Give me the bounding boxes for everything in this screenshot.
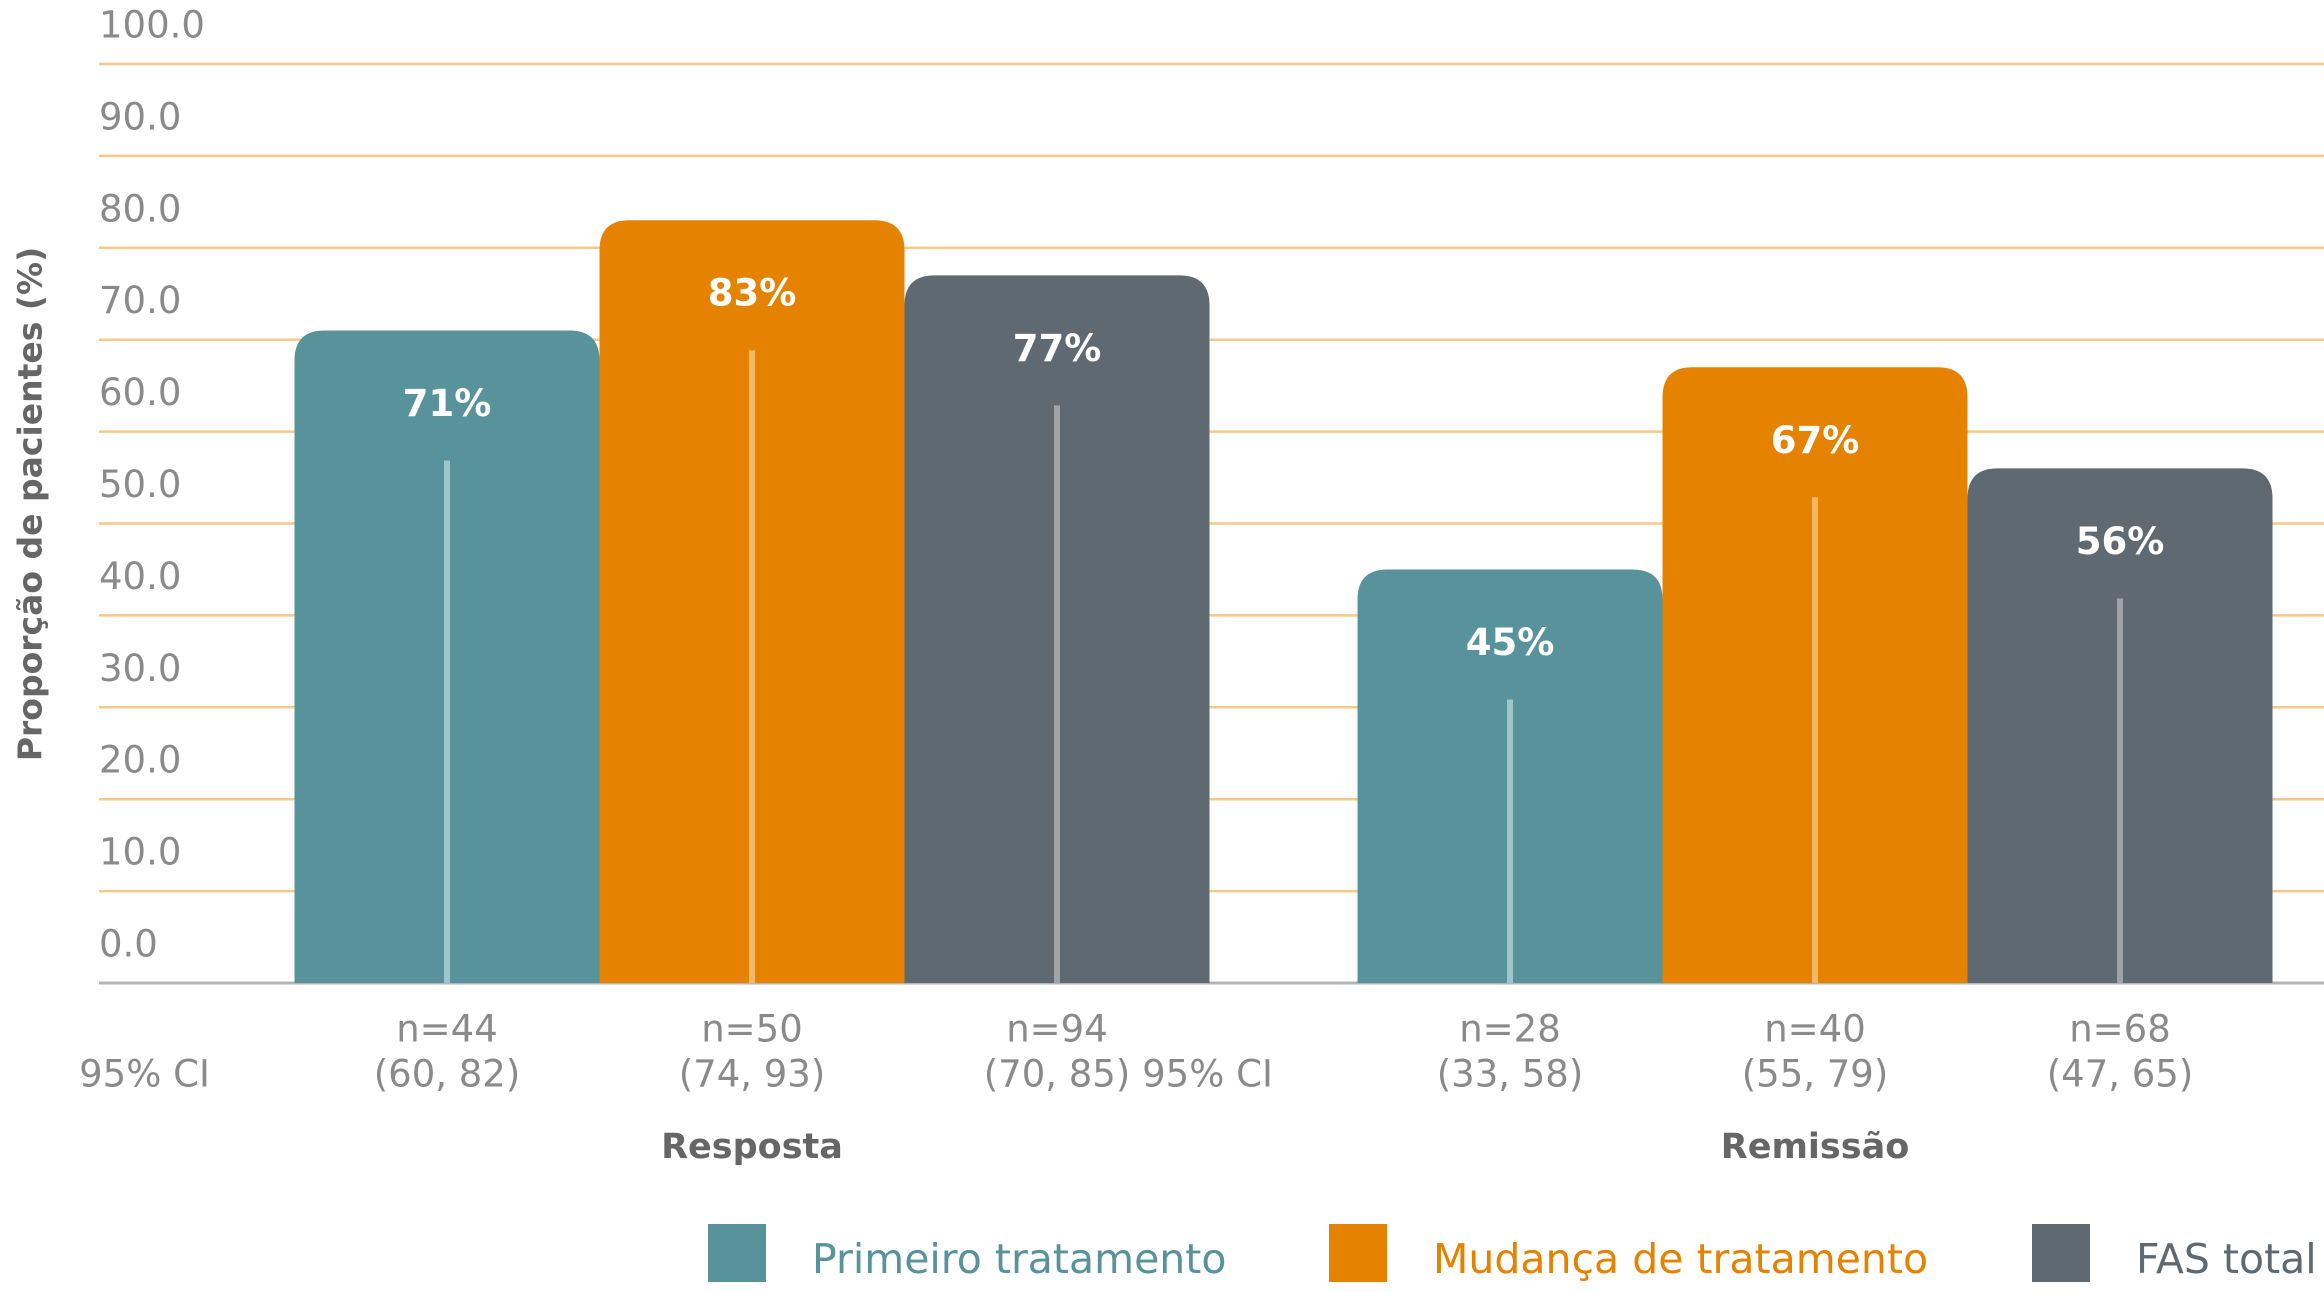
ci-value: (47, 65) — [2047, 1053, 2194, 1096]
y-tick-label: 90.0 — [99, 95, 181, 138]
y-tick-label: 70.0 — [99, 279, 181, 322]
legend-label: FAS total — [2136, 1235, 2317, 1283]
y-tick-label: 0.0 — [99, 923, 158, 966]
n-label: n=68 — [2069, 1008, 2171, 1051]
y-tick-label: 40.0 — [99, 555, 181, 598]
value-label: 77% — [1013, 327, 1102, 370]
legend-label: Mudança de tratamento — [1433, 1235, 1928, 1283]
ci-label: 95% CI — [79, 1053, 210, 1096]
value-label: 56% — [2076, 520, 2165, 563]
y-tick-label: 100.0 — [99, 4, 205, 47]
n-label: n=44 — [396, 1008, 498, 1051]
legend-swatch — [2032, 1224, 2090, 1282]
ci-value: (33, 58) — [1437, 1053, 1584, 1096]
category-label: Remissão — [1721, 1127, 1909, 1167]
ci-value: (70, 85) — [984, 1053, 1131, 1096]
ci-value: (74, 93) — [679, 1053, 826, 1096]
y-tick-label: 10.0 — [99, 831, 181, 874]
category-label: Resposta — [661, 1127, 843, 1167]
y-tick-label: 30.0 — [99, 647, 181, 690]
y-tick-label: 50.0 — [99, 463, 181, 506]
legend-swatch — [1329, 1224, 1387, 1282]
ci-value: (60, 82) — [374, 1053, 521, 1096]
value-label: 45% — [1466, 621, 1555, 664]
n-label: n=28 — [1459, 1008, 1561, 1051]
y-axis-title: Proporção de pacientes (%) — [11, 247, 50, 761]
n-label: n=40 — [1764, 1008, 1866, 1051]
value-label: 67% — [1771, 419, 1860, 462]
y-tick-label: 60.0 — [99, 371, 181, 414]
value-label: 83% — [708, 272, 797, 315]
value-label: 71% — [403, 382, 492, 425]
y-tick-label: 20.0 — [99, 739, 181, 782]
legend-label: Primeiro tratamento — [812, 1235, 1226, 1283]
y-tick-label: 80.0 — [99, 187, 181, 230]
n-label: n=94 — [1006, 1008, 1108, 1051]
ci-value: (55, 79) — [1742, 1053, 1889, 1096]
n-label: n=50 — [701, 1008, 803, 1051]
ci-label: 95% CI — [1142, 1053, 1273, 1096]
legend-swatch — [708, 1224, 766, 1282]
